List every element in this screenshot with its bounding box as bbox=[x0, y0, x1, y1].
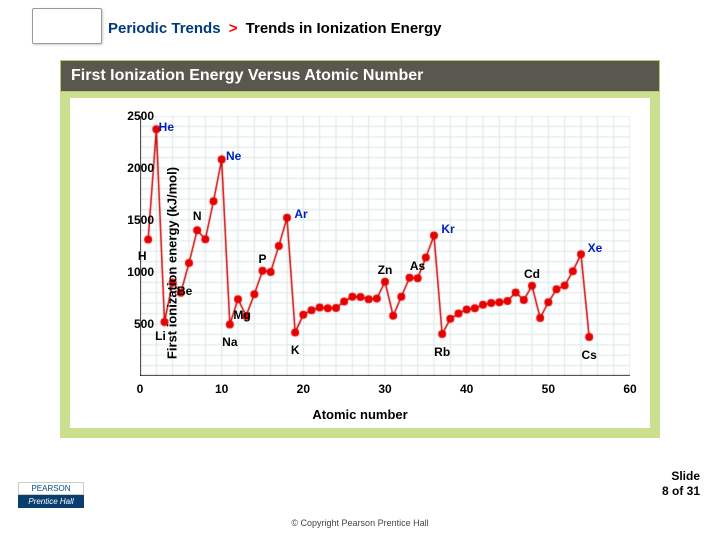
slide-number-line2: 8 of 31 bbox=[662, 484, 700, 498]
plot-area bbox=[140, 116, 630, 376]
element-label-he: He bbox=[159, 120, 174, 134]
element-label-p: P bbox=[258, 252, 266, 266]
figure: First Ionization Energy Versus Atomic Nu… bbox=[60, 60, 660, 438]
breadcrumb: Periodic Trends > Trends in Ionization E… bbox=[108, 20, 442, 37]
y-tick: 500 bbox=[134, 317, 154, 331]
element-label-be: Be bbox=[177, 284, 192, 298]
slide-number-line1: Slide bbox=[662, 469, 700, 483]
element-label-mg: Mg bbox=[233, 308, 250, 322]
element-label-rb: Rb bbox=[434, 345, 450, 359]
y-axis-label: First ionization energy (kJ/mol) bbox=[165, 167, 180, 359]
logo-top: PEARSON bbox=[18, 482, 84, 495]
y-tick: 1500 bbox=[127, 213, 154, 227]
x-tick: 30 bbox=[378, 382, 391, 396]
x-tick: 50 bbox=[542, 382, 555, 396]
breadcrumb-section: Periodic Trends bbox=[108, 20, 221, 37]
x-tick: 0 bbox=[137, 382, 144, 396]
element-label-as: As bbox=[410, 259, 425, 273]
x-tick: 10 bbox=[215, 382, 228, 396]
plot-frame: First ionization energy (kJ/mol) Atomic … bbox=[70, 98, 650, 428]
element-label-kr: Kr bbox=[441, 222, 454, 236]
x-axis-label: Atomic number bbox=[312, 407, 407, 422]
element-label-xe: Xe bbox=[588, 241, 603, 255]
chart-canvas bbox=[140, 116, 630, 376]
publisher-logo: PEARSON Prentice Hall bbox=[18, 482, 84, 512]
element-label-cd: Cd bbox=[524, 267, 540, 281]
element-label-n: N bbox=[193, 209, 202, 223]
breadcrumb-page: Trends in Ionization Energy bbox=[246, 20, 442, 37]
element-label-zn: Zn bbox=[378, 263, 393, 277]
copyright: © Copyright Pearson Prentice Hall bbox=[291, 518, 428, 528]
element-label-na: Na bbox=[222, 335, 237, 349]
element-label-cs: Cs bbox=[581, 348, 596, 362]
element-label-k: K bbox=[291, 343, 300, 357]
x-tick: 40 bbox=[460, 382, 473, 396]
element-label-h: H bbox=[138, 249, 147, 263]
x-tick: 60 bbox=[623, 382, 636, 396]
slide-number: Slide 8 of 31 bbox=[662, 469, 700, 498]
slide: Periodic Trends > Trends in Ionization E… bbox=[0, 0, 720, 540]
x-tick: 20 bbox=[297, 382, 310, 396]
figure-body: First ionization energy (kJ/mol) Atomic … bbox=[60, 92, 660, 438]
tab-placeholder bbox=[32, 8, 102, 44]
element-label-ar: Ar bbox=[294, 207, 307, 221]
y-tick: 1000 bbox=[127, 265, 154, 279]
breadcrumb-separator: > bbox=[229, 20, 238, 37]
y-tick: 2000 bbox=[127, 161, 154, 175]
logo-bottom: Prentice Hall bbox=[18, 495, 84, 508]
figure-title: First Ionization Energy Versus Atomic Nu… bbox=[60, 60, 660, 92]
element-label-ne: Ne bbox=[226, 149, 241, 163]
element-label-li: Li bbox=[155, 329, 166, 343]
y-tick: 2500 bbox=[127, 109, 154, 123]
